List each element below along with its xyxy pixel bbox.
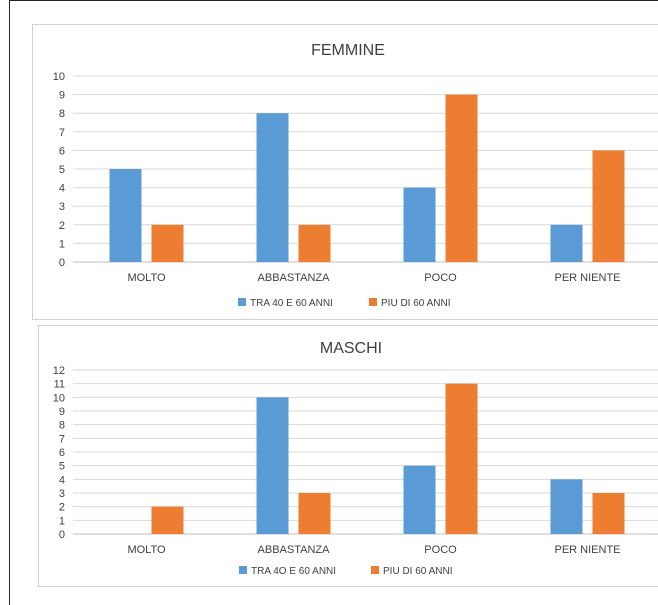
y-tick-label: 10 [53,71,65,83]
bar [403,465,436,534]
bar [151,224,184,262]
y-tick-label: 11 [54,379,65,391]
legend-label: TRA 40 E 60 ANNI [250,298,333,309]
y-tick-label: 9 [59,406,65,418]
bar [550,479,583,534]
y-tick-label: 3 [59,201,65,213]
y-tick-label: 2 [59,502,65,514]
legend-swatch [239,566,247,574]
y-tick-label: 6 [59,447,65,459]
y-tick-label: 4 [59,183,65,195]
legend-label: PIU DI 60 ANNI [383,566,452,577]
chart-title: FEMMINE [311,42,385,59]
y-tick-label: 2 [59,220,65,232]
x-tick-label: PER NIENTE [554,272,620,284]
y-tick-label: 0 [59,529,65,541]
legend-label: TRA 4O E 60 ANNI [251,566,336,577]
legend-label: PIU DI 60 ANNI [381,298,450,309]
legend: TRA 40 E 60 ANNI PIU DI 60 ANNI [238,298,450,309]
y-tick-label: 4 [59,474,65,486]
y-tick-label: 7 [59,127,65,139]
bar [403,187,436,262]
x-tick-label: PER NIENTE [554,544,620,556]
legend-swatch [371,566,379,574]
y-tick-label: 3 [59,488,65,500]
x-tick-label: POCO [424,544,457,556]
bar [592,150,625,262]
y-tick-label: 1 [59,515,65,527]
y-tick-label: 6 [59,145,65,157]
x-tick-label: MOLTO [127,544,166,556]
chart-femmine: FEMMINE 0 1 2 3 4 5 6 7 8 9 10 MOLTO ABBASTANZA POCO P… [53,42,658,309]
y-tick-label: 9 [59,90,65,102]
x-tick-label: MOLTO [127,272,166,284]
y-tick-label: 8 [59,420,65,432]
bar [298,224,331,262]
bar [550,224,583,262]
window-frame [9,0,658,605]
bar [151,506,184,534]
chart-panel-femmine: FEMMINE 0 1 2 3 4 5 6 7 8 9 10 MOLTO ABBASTANZA POCO P… [32,24,658,320]
y-tick-label: 8 [59,108,65,120]
x-tick-label: ABBASTANZA [258,544,331,556]
y-tick-label: 7 [59,433,65,445]
bar [592,493,625,534]
chart-title: MASCHI [320,340,382,357]
legend-swatch [238,298,246,306]
y-tick-label: 10 [53,392,65,404]
x-tick-label: POCO [424,272,457,284]
y-tick-label: 5 [59,461,65,473]
y-tick-label: 5 [59,164,65,176]
y-tick-label: 1 [59,238,65,250]
bar [298,493,331,534]
y-tick-label: 0 [59,257,65,269]
bar [109,169,142,262]
x-tick-label: ABBASTANZA [258,272,331,284]
bar [445,383,478,534]
bar [256,113,289,262]
legend: TRA 4O E 60 ANNI PIU DI 60 ANNI [239,566,452,577]
chart-panel-maschi: MASCHI 0 1 2 3 4 5 6 7 8 9 10 11 12 MOLTO ABBASTANZA PO… [38,325,658,587]
bar [445,94,478,262]
bar [256,397,289,534]
y-tick-label: 12 [53,365,65,377]
legend-swatch [369,298,377,306]
